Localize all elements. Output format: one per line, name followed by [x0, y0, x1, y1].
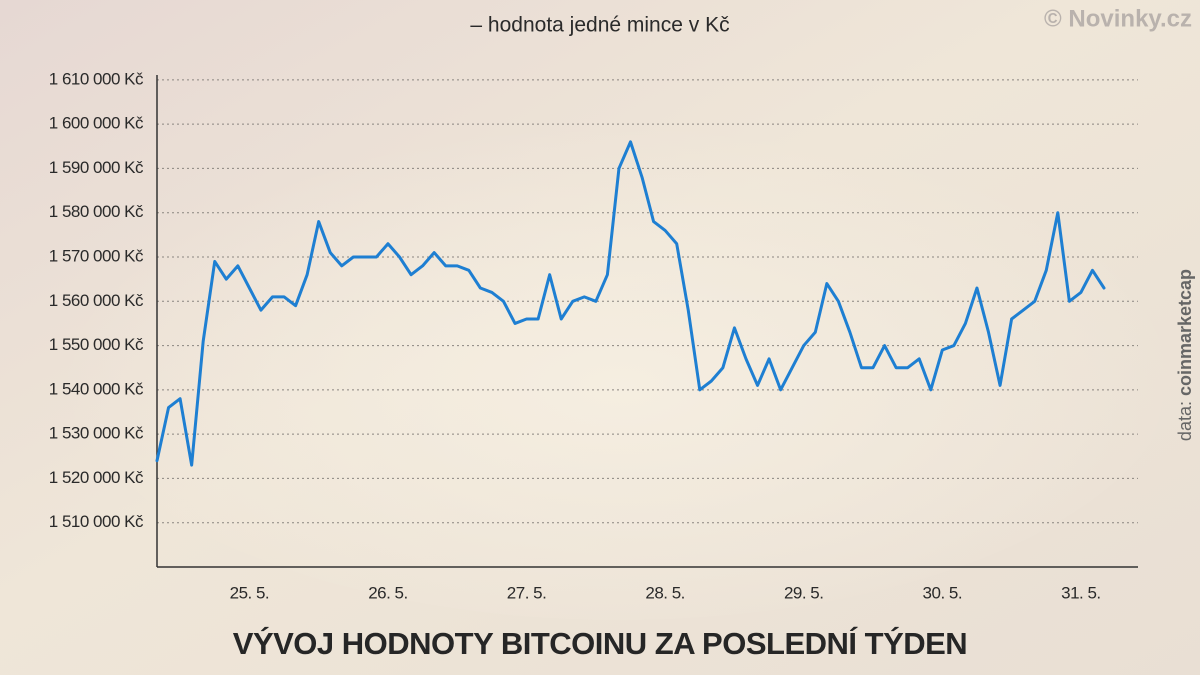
chart-subtitle: – hodnota jedné mince v Kč: [470, 14, 729, 37]
source: data: coinmarketcap: [1175, 269, 1195, 441]
y-tick-label: 1 570 000 Kč: [49, 246, 144, 265]
x-tick-label: 26. 5.: [368, 583, 408, 602]
y-tick-label: 1 560 000 Kč: [49, 291, 144, 310]
x-tick-label: 30. 5.: [923, 583, 963, 602]
y-tick-label: 1 580 000 Kč: [49, 202, 144, 221]
x-tick-label: 27. 5.: [507, 583, 547, 602]
y-tick-label: 1 540 000 Kč: [49, 379, 144, 398]
price-line: [155, 140, 1106, 467]
credit: © Novinky.cz: [1044, 5, 1192, 32]
plot-area: 1 510 000 Kč 1 520 000 Kč 1 530 000 Kč 1 54…: [49, 69, 1138, 602]
y-tick-label: 1 600 000 Kč: [49, 114, 144, 133]
x-tick-label: 31. 5.: [1061, 583, 1101, 602]
y-tick-label: 1 610 000 Kč: [49, 69, 144, 88]
background-glow: [60, 100, 1180, 620]
chart-title: VÝVOJ HODNOTY BITCOINU ZA POSLEDNÍ TÝDEN: [233, 626, 967, 661]
x-tick-label: 29. 5.: [784, 583, 824, 602]
x-tick-label: 25. 5.: [230, 583, 270, 602]
y-tick-label: 1 550 000 Kč: [49, 335, 144, 354]
y-tick-label: 1 530 000 Kč: [49, 424, 144, 443]
source-prefix: data:: [1175, 401, 1195, 441]
y-tick-label: 1 520 000 Kč: [49, 468, 144, 487]
y-tick-label: 1 590 000 Kč: [49, 158, 144, 177]
source-name: coinmarketcap: [1175, 269, 1195, 396]
x-tick-label: 28. 5.: [645, 583, 685, 602]
y-tick-label: 1 510 000 Kč: [49, 512, 144, 531]
